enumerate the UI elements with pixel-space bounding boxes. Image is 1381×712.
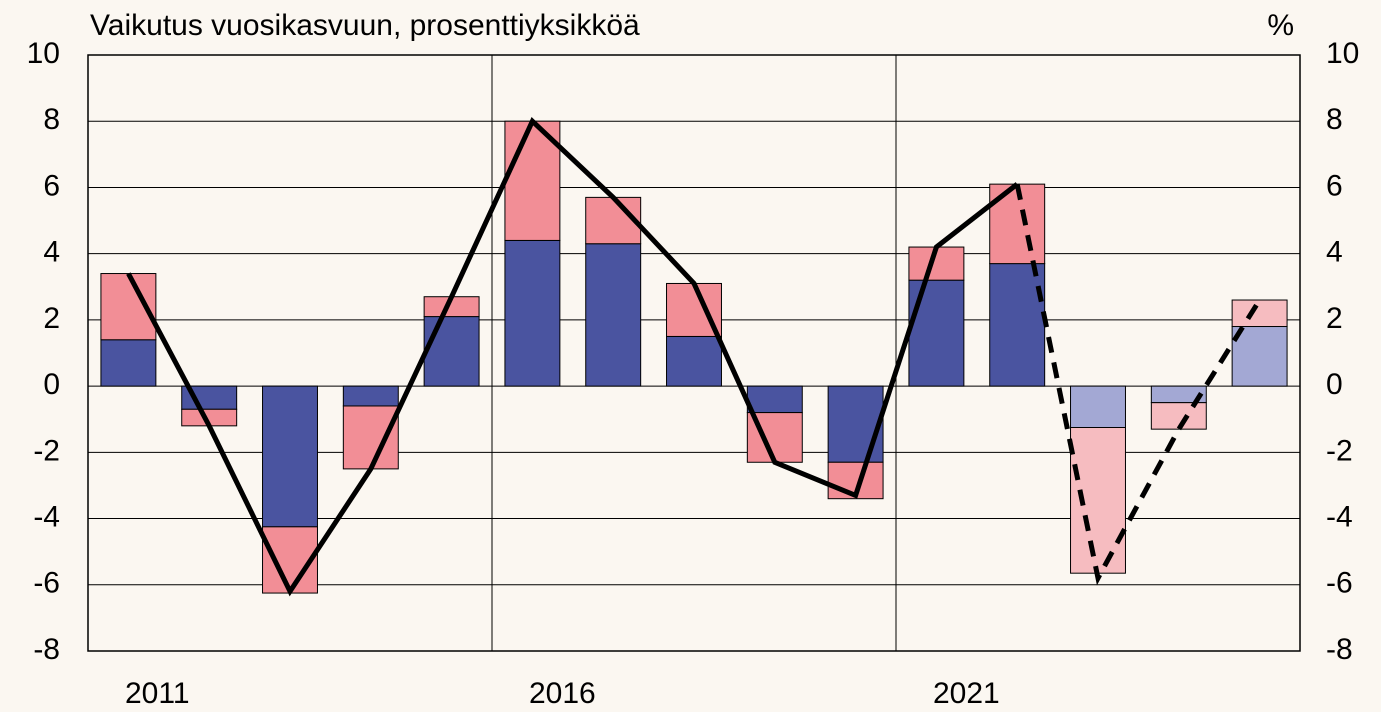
plot-frame [87, 54, 1301, 652]
bar-segment [262, 526, 318, 594]
bar-segment [827, 385, 884, 463]
bar-segment [342, 385, 399, 407]
x-tick-label: 2021 [933, 677, 1000, 710]
y-tick-label: -2 [33, 434, 60, 467]
bar-segment [1231, 299, 1288, 328]
y2-tick-label: 2 [1326, 302, 1343, 335]
bar-segment [1070, 385, 1126, 429]
x-tick-label: 2016 [529, 677, 596, 710]
bar-segment [746, 385, 803, 414]
y2-tick-label: 4 [1326, 236, 1343, 269]
y2-tick-label: 6 [1326, 169, 1343, 202]
y-tick-label: 6 [43, 169, 60, 202]
y2-tick-label: 0 [1326, 368, 1343, 401]
bar-segment [342, 405, 399, 470]
y2-tick-label: -8 [1326, 633, 1353, 666]
y2-tick-label: -6 [1326, 567, 1353, 600]
y-tick-label: 2 [43, 302, 60, 335]
bar-segment [666, 335, 722, 387]
y-tick-label: 8 [43, 103, 60, 136]
y2-tick-label: -2 [1326, 434, 1353, 467]
line [126, 117, 1019, 597]
y2-tick-label: 10 [1326, 37, 1359, 70]
bar-segment [989, 263, 1046, 387]
y2-tick-label: 8 [1326, 103, 1343, 136]
bar-segment [504, 239, 561, 387]
y2-tick-label: -4 [1326, 500, 1353, 533]
y-tick-label: -6 [33, 567, 60, 600]
bar-segment [1070, 427, 1126, 574]
y-tick-label: -4 [33, 500, 60, 533]
chart-title: Vaikutus vuosikasvuun, prosenttiyksikköä [90, 9, 640, 42]
y-tick-label: 10 [27, 37, 60, 70]
x-tick-label: 2011 [125, 677, 190, 710]
y-tick-label: 0 [43, 368, 60, 401]
bar-segment [423, 316, 480, 387]
bar-segment [100, 339, 157, 387]
bar-segment [908, 279, 965, 387]
bar-segment [262, 385, 318, 528]
y-tick-label: 4 [43, 236, 60, 269]
bar-segment [1231, 326, 1288, 387]
bar-segment [585, 243, 642, 387]
y-tick-label: -8 [33, 633, 60, 666]
unit-label: % [1267, 9, 1294, 42]
